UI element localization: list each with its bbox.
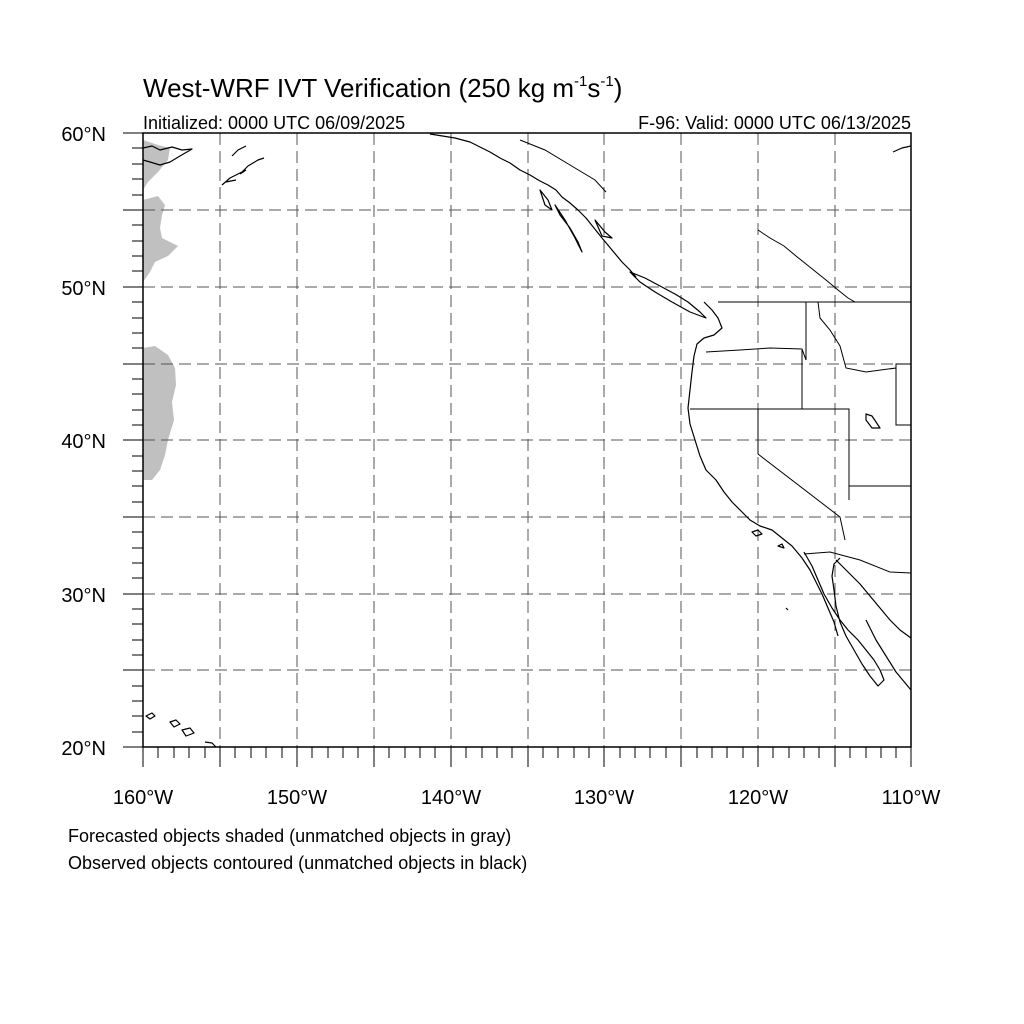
figure-title: West-WRF IVT Verification (250 kg m-1s-1…: [143, 73, 622, 103]
coast-vancouver-island: [629, 271, 707, 319]
border-us-mexico: [803, 551, 911, 574]
valid-time-label: F-96: Valid: 0000 UTC 06/13/2025: [638, 113, 911, 133]
longitude-labels: 160°W 150°W 140°W 130°W 120°W 110°W: [113, 787, 941, 809]
coast-channel-islands: [751, 529, 789, 611]
border-bc-alberta: [757, 229, 856, 303]
lat-label-40: 40°N: [61, 431, 106, 453]
lat-label-50: 50°N: [61, 278, 106, 300]
forecast-object-mid: [143, 196, 178, 282]
lat-label-60: 60°N: [61, 124, 106, 146]
coast-bc-islands: [539, 189, 613, 253]
border-alaska-canada: [519, 139, 607, 193]
lon-label-160w: 160°W: [113, 787, 173, 809]
coast-us-west: [687, 301, 839, 637]
coast-mexico: [835, 559, 911, 691]
lat-label-20: 20°N: [61, 738, 106, 760]
legend-line-forecast: Forecasted objects shaded (unmatched obj…: [68, 826, 512, 846]
coastlines: [143, 133, 911, 747]
lon-label-140w: 140°W: [421, 787, 481, 809]
political-boundaries: [519, 139, 911, 574]
lon-label-120w: 120°W: [728, 787, 788, 809]
border-idaho: [817, 301, 911, 373]
init-time-label: Initialized: 0000 UTC 06/09/2025: [143, 113, 405, 133]
coast-alaska-bc: [429, 133, 637, 278]
border-wa-or: [705, 302, 807, 361]
forecast-object-north: [143, 140, 170, 190]
border-or-ca: [690, 408, 850, 500]
forecast-objects: [143, 140, 178, 480]
lake-great-salt: [865, 413, 881, 429]
coast-kamchatka: [143, 145, 193, 166]
coast-aleutians: [221, 145, 265, 186]
map-panel: [143, 133, 911, 747]
lon-label-130w: 130°W: [574, 787, 634, 809]
coast-hawaii: [145, 712, 217, 747]
lat-label-30: 30°N: [61, 585, 106, 607]
lon-label-110w: 110°W: [882, 787, 941, 809]
graticule: [143, 133, 911, 747]
axis-ticks: [123, 132, 912, 767]
latitude-labels: 20°N 30°N 40°N 50°N 60°N: [61, 124, 106, 760]
coast-ne-canada: [892, 145, 911, 153]
border-ca-nv: [757, 409, 846, 541]
border-wy: [895, 364, 911, 426]
lon-label-150w: 150°W: [267, 787, 327, 809]
legend-line-observed: Observed objects contoured (unmatched ob…: [68, 853, 528, 873]
forecast-object-south: [143, 346, 176, 480]
coast-baja: [803, 551, 885, 687]
